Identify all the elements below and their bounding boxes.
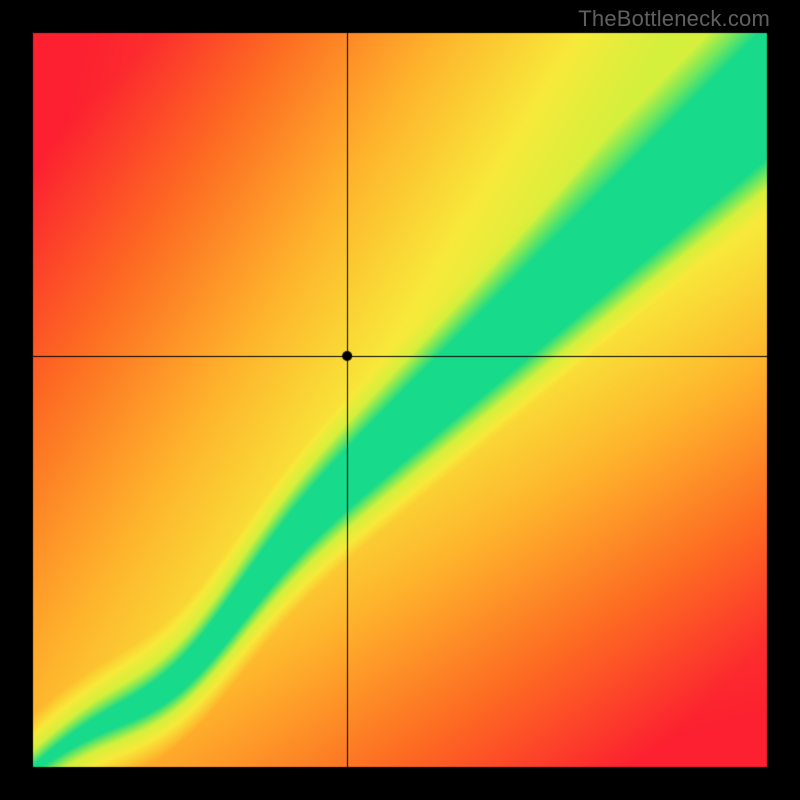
heatmap-canvas [0, 0, 800, 800]
chart-container: TheBottleneck.com [0, 0, 800, 800]
watermark-text: TheBottleneck.com [578, 6, 770, 32]
